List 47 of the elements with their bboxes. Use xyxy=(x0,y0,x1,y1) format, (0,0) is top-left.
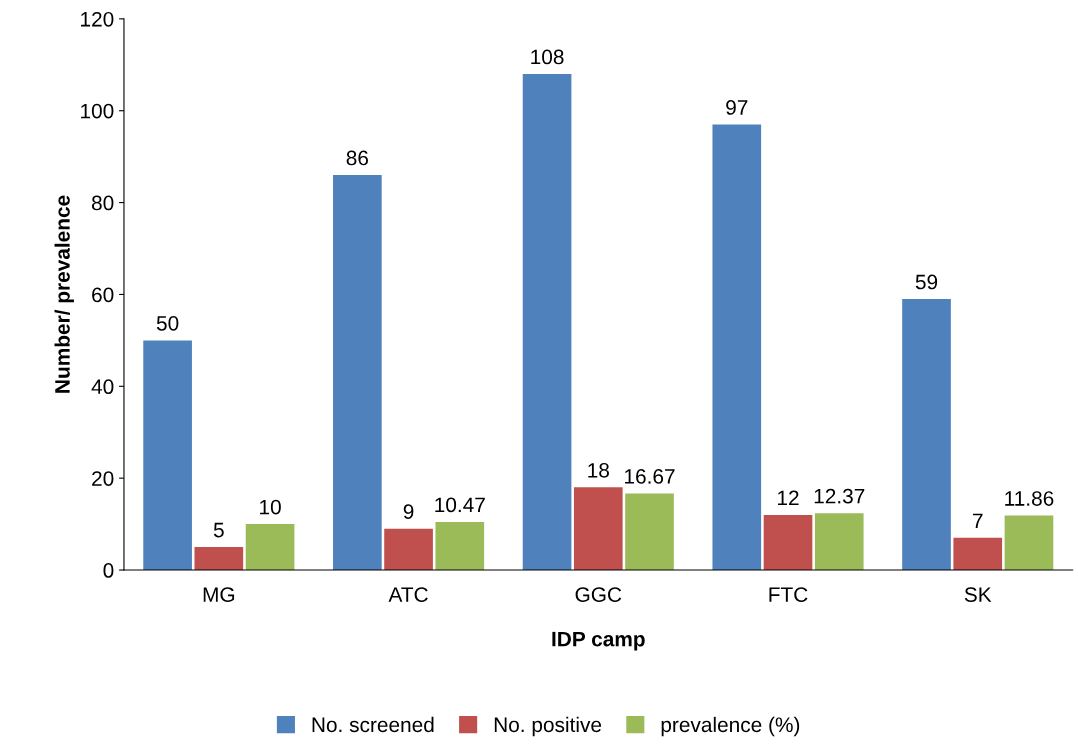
data-label: 86 xyxy=(346,150,369,166)
y-tick-label: 20 xyxy=(92,471,114,486)
x-tick-label: MG xyxy=(203,587,235,602)
data-label: 5 xyxy=(213,522,224,538)
bar xyxy=(814,513,864,571)
y-tick-label: 80 xyxy=(91,195,114,211)
data-label: 59 xyxy=(915,274,938,290)
bar xyxy=(1004,515,1054,571)
y-tick-label: 60 xyxy=(92,287,114,303)
data-label: 97 xyxy=(726,100,748,115)
data-label: 50 xyxy=(156,315,179,331)
bar xyxy=(435,521,485,571)
x-tick-label: FTC xyxy=(769,587,808,602)
y-tick-label: 120 xyxy=(81,11,114,27)
y-tick-label: 0 xyxy=(103,563,114,578)
bar xyxy=(245,524,295,571)
y-axis-title: Number/ prevalence xyxy=(54,195,74,393)
data-label: 7 xyxy=(973,513,983,528)
data-label: 12.37 xyxy=(814,488,865,504)
legend-label: No. positive xyxy=(494,716,602,737)
bar xyxy=(953,537,1003,571)
y-tick-label: 40 xyxy=(91,379,114,395)
data-label: 10.47 xyxy=(435,497,485,513)
legend-label: prevalence (%) xyxy=(661,716,800,737)
bar xyxy=(522,73,572,571)
y-tick-label: 100 xyxy=(81,103,114,119)
data-label: 9 xyxy=(403,504,414,520)
bar xyxy=(712,124,762,571)
x-axis-title: IDP camp xyxy=(552,631,645,651)
legend-label: No. screened xyxy=(312,716,434,733)
bar xyxy=(143,340,192,571)
x-tick-label: ATC xyxy=(388,587,428,602)
x-tick-label: GGC xyxy=(575,587,622,602)
bar xyxy=(194,547,244,571)
bar xyxy=(384,528,433,571)
data-label: 108 xyxy=(531,49,564,65)
bar xyxy=(763,514,813,571)
data-label: 18 xyxy=(588,462,609,478)
data-label: 11.86 xyxy=(1005,491,1054,506)
data-label: 10 xyxy=(260,499,281,515)
x-tick-label: SK xyxy=(964,587,992,602)
bar xyxy=(902,299,951,571)
bar xyxy=(333,175,382,571)
data-label: 16.67 xyxy=(625,469,675,484)
bar xyxy=(573,487,623,571)
data-label: 12 xyxy=(778,490,799,506)
bar xyxy=(625,493,674,571)
